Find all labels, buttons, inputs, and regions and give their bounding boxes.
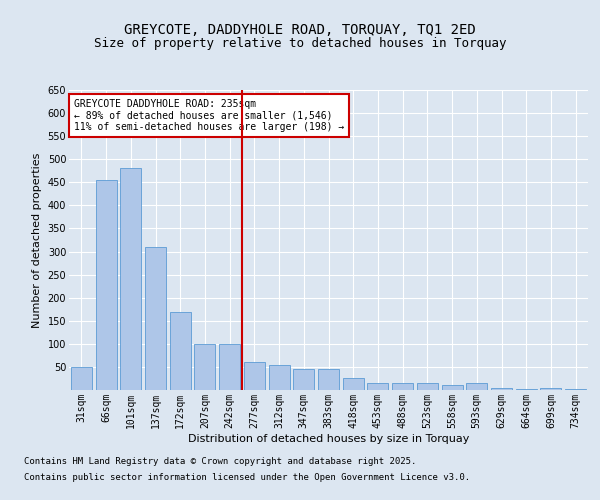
Bar (145, 247, 166, 390)
Bar (343, 378, 364, 390)
Bar (120, 168, 141, 390)
Bar (417, 383, 438, 390)
Bar (194, 344, 215, 390)
Bar (516, 389, 537, 390)
Bar (219, 344, 240, 390)
Text: Contains public sector information licensed under the Open Government Licence v3: Contains public sector information licen… (24, 472, 470, 482)
Bar (466, 383, 487, 390)
Bar (491, 388, 512, 390)
Bar (269, 364, 290, 390)
Bar (95, 180, 116, 390)
Bar (367, 383, 388, 390)
X-axis label: Distribution of detached houses by size in Torquay: Distribution of detached houses by size … (188, 434, 469, 444)
Bar (318, 369, 339, 390)
Bar (170, 312, 191, 390)
Bar (392, 383, 413, 390)
Bar (244, 362, 265, 390)
Bar (541, 388, 562, 390)
Y-axis label: Number of detached properties: Number of detached properties (32, 152, 42, 328)
Text: GREYCOTE, DADDYHOLE ROAD, TORQUAY, TQ1 2ED: GREYCOTE, DADDYHOLE ROAD, TORQUAY, TQ1 2… (124, 22, 476, 36)
Bar (71, 367, 92, 390)
Text: Contains HM Land Registry data © Crown copyright and database right 2025.: Contains HM Land Registry data © Crown c… (24, 458, 416, 466)
Bar (293, 369, 314, 390)
Text: Size of property relative to detached houses in Torquay: Size of property relative to detached ho… (94, 38, 506, 51)
Bar (565, 389, 586, 390)
Bar (442, 386, 463, 390)
Text: GREYCOTE DADDYHOLE ROAD: 235sqm
← 89% of detached houses are smaller (1,546)
11%: GREYCOTE DADDYHOLE ROAD: 235sqm ← 89% of… (74, 99, 344, 132)
